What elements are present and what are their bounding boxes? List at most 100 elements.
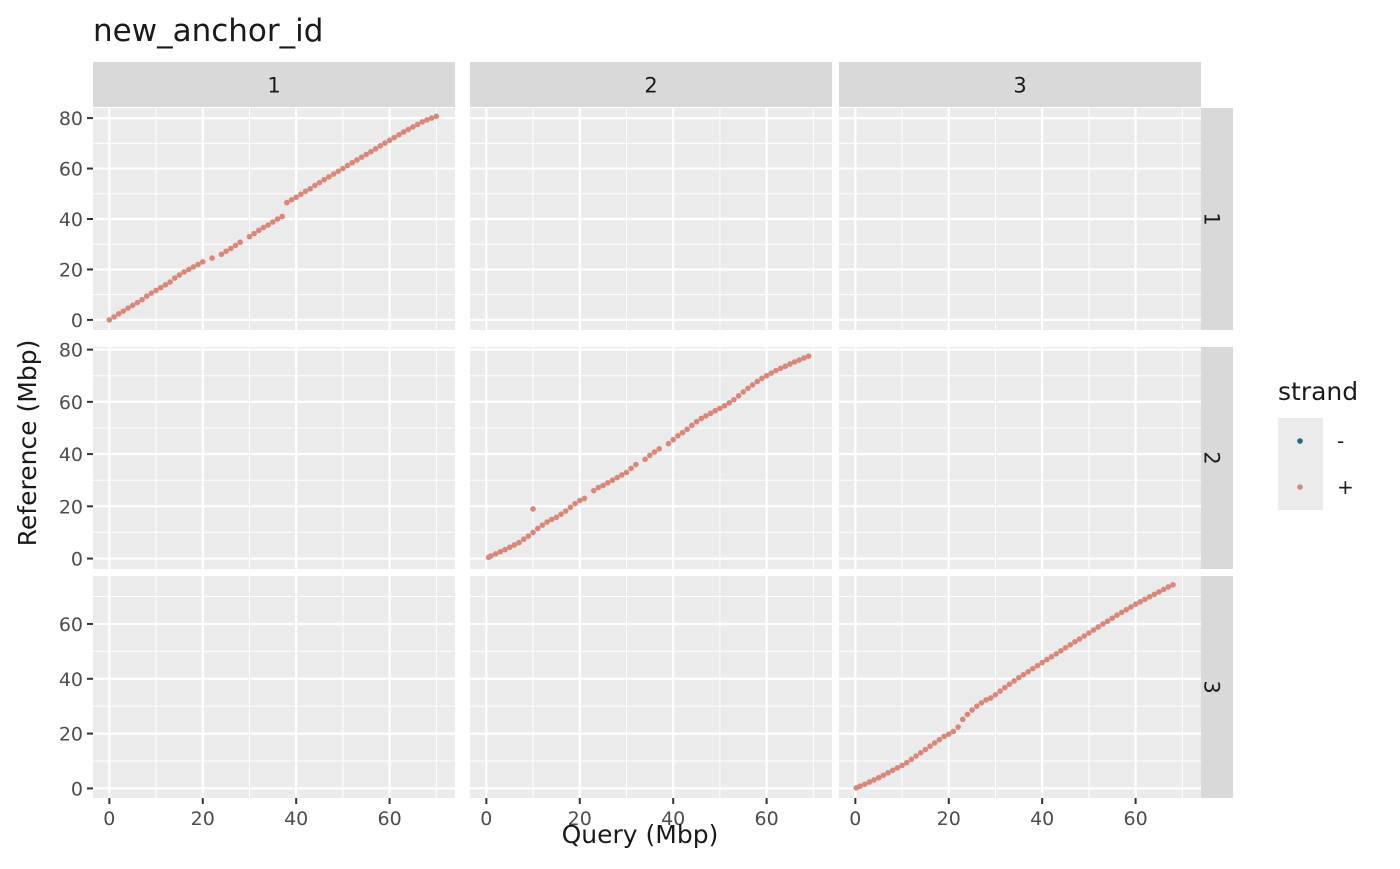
y-tick-label: 40 xyxy=(59,209,83,231)
data-point xyxy=(414,121,421,128)
data-point xyxy=(1137,598,1144,605)
data-point xyxy=(1053,651,1059,657)
data-point xyxy=(773,367,779,374)
data-point xyxy=(609,477,616,484)
data-point xyxy=(595,484,602,491)
y-tick-label: 80 xyxy=(59,340,83,362)
data-point xyxy=(223,248,229,255)
data-point xyxy=(520,536,527,543)
data-point xyxy=(1076,636,1083,642)
data-point xyxy=(1170,581,1176,588)
data-point xyxy=(539,522,546,528)
data-point xyxy=(330,171,337,177)
data-point xyxy=(120,308,127,314)
data-point xyxy=(745,385,751,392)
data-point xyxy=(544,519,550,525)
data-point xyxy=(433,113,440,120)
facet-column-strip-3 xyxy=(839,62,1201,107)
data-point xyxy=(400,129,407,135)
data-point xyxy=(665,440,672,447)
y-tick-label: 40 xyxy=(59,669,83,691)
data-point xyxy=(679,429,686,436)
data-point xyxy=(246,233,253,240)
data-point xyxy=(600,482,606,489)
data-point xyxy=(312,182,318,189)
x-tick-label: 60 xyxy=(378,808,402,830)
data-point xyxy=(129,302,136,309)
data-point xyxy=(731,396,737,403)
facet-column-label-2: 2 xyxy=(644,74,657,98)
x-tick-label: 40 xyxy=(284,808,308,830)
legend-label-plus: + xyxy=(1337,475,1354,499)
data-point xyxy=(647,452,653,459)
data-point xyxy=(125,305,131,311)
data-point xyxy=(410,124,416,130)
data-point xyxy=(424,117,430,123)
data-point xyxy=(945,731,952,737)
data-point xyxy=(707,410,714,417)
data-point xyxy=(777,365,784,372)
y-tick-label: 60 xyxy=(59,159,83,181)
data-point xyxy=(1044,656,1050,663)
data-point xyxy=(973,703,980,709)
data-point xyxy=(1151,591,1158,598)
data-point xyxy=(1030,665,1036,672)
data-point xyxy=(1090,627,1097,633)
data-point xyxy=(293,194,299,201)
data-point xyxy=(279,213,285,220)
legend-title: strand xyxy=(1278,377,1358,406)
data-point xyxy=(861,781,868,788)
x-tick-label: 0 xyxy=(849,808,861,830)
data-point xyxy=(502,546,508,553)
data-point xyxy=(307,185,314,192)
data-point xyxy=(270,219,276,225)
data-point xyxy=(251,230,257,237)
facet-column-strip-2 xyxy=(470,62,832,107)
panel-background-r2-c3 xyxy=(839,347,1201,569)
data-point xyxy=(1020,671,1027,678)
data-point xyxy=(199,259,206,265)
data-point xyxy=(553,514,560,521)
data-point xyxy=(405,126,412,133)
data-point xyxy=(372,146,379,152)
data-point xyxy=(530,506,536,512)
data-point xyxy=(604,480,611,486)
data-point xyxy=(391,134,398,141)
data-point xyxy=(344,162,351,169)
data-point xyxy=(740,389,747,395)
data-point xyxy=(955,724,961,730)
y-tick-label: 40 xyxy=(59,444,83,466)
data-point xyxy=(656,446,662,452)
y-axis-title: Reference (Mbp) xyxy=(13,340,42,547)
data-point xyxy=(1006,681,1013,688)
data-point xyxy=(619,472,625,478)
data-point xyxy=(1034,662,1041,669)
data-point xyxy=(796,357,803,363)
data-point xyxy=(931,740,938,746)
x-tick-label: 20 xyxy=(568,808,592,830)
data-point xyxy=(326,174,332,180)
data-point xyxy=(288,197,295,203)
data-point xyxy=(1011,678,1017,684)
x-tick-label: 60 xyxy=(755,808,779,830)
data-point xyxy=(260,224,267,231)
data-point xyxy=(567,504,574,511)
data-point xyxy=(922,746,929,753)
data-point xyxy=(917,749,924,756)
chart-title: new_anchor_id xyxy=(93,13,323,49)
data-point xyxy=(358,154,365,160)
data-point xyxy=(726,400,733,406)
data-point xyxy=(899,762,905,769)
legend-label-minus: - xyxy=(1337,429,1344,453)
data-point xyxy=(1048,654,1055,660)
data-point xyxy=(298,191,304,198)
data-point xyxy=(1132,601,1139,608)
data-point xyxy=(428,115,435,121)
data-point xyxy=(1081,633,1088,639)
data-point xyxy=(988,695,994,701)
data-point xyxy=(1062,645,1069,651)
data-point xyxy=(572,500,578,507)
data-point xyxy=(316,179,323,186)
data-point xyxy=(106,317,113,323)
